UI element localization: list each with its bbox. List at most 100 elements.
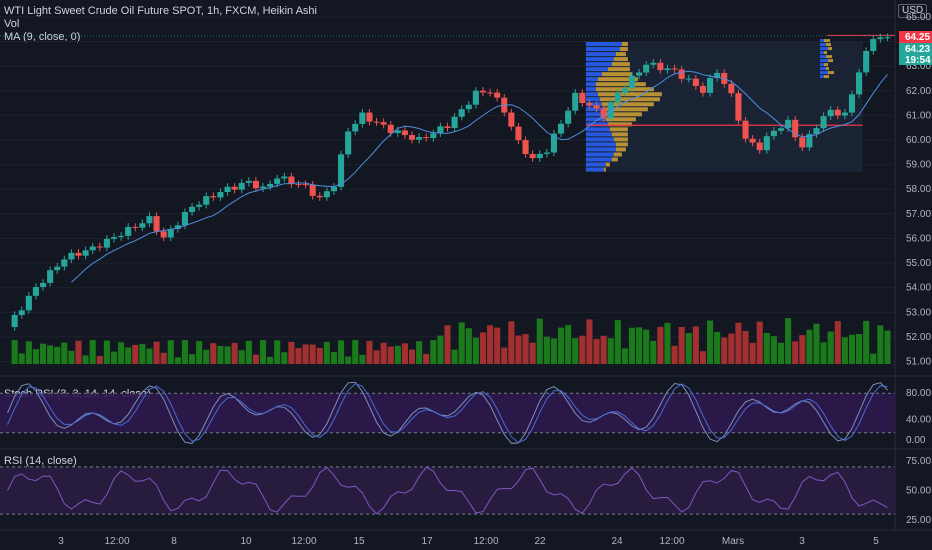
ma-legend[interactable]: MA (9, close, 0) [4, 31, 81, 43]
volume-bar [856, 333, 863, 364]
currency-button[interactable]: USD [898, 4, 928, 18]
volume-bar [515, 335, 522, 364]
volume-bar [877, 325, 884, 364]
volume-legend[interactable]: Vol [4, 18, 20, 30]
candle-body [636, 72, 643, 76]
volume-bar [799, 335, 806, 364]
volume-bar [508, 321, 515, 364]
candle-body [103, 238, 110, 248]
profile-row-up [820, 51, 825, 55]
candle-body [770, 130, 777, 137]
last-price-tag [899, 43, 932, 65]
stoch-tick-label: 40.00 [906, 415, 931, 426]
volume-bar [167, 340, 174, 364]
candle-body [508, 112, 515, 127]
volume-bar [529, 342, 536, 364]
volume-bar [714, 332, 721, 364]
volume-bar [68, 350, 75, 364]
candle-body [18, 310, 25, 316]
profile-row-down [824, 75, 830, 79]
candle-body [54, 266, 61, 271]
profile-row-up [585, 87, 596, 92]
rsi-legend[interactable]: RSI (14, close) [4, 455, 77, 467]
volume-bar [557, 327, 565, 364]
volume-bar [39, 343, 47, 364]
candle-body [252, 180, 259, 189]
volume-bar [352, 340, 359, 364]
candle-body [465, 104, 472, 110]
candle-body [231, 186, 238, 190]
profile-row-up [585, 72, 602, 77]
profile-row-down [611, 157, 618, 162]
volume-bar [416, 341, 423, 364]
candle-body [295, 184, 302, 186]
volume-bar [479, 332, 487, 364]
time-tick-label: 12:00 [473, 536, 498, 547]
profile-row-up [585, 112, 606, 117]
candle-body [125, 226, 132, 236]
price-tick-label: 54.00 [906, 283, 931, 294]
price-tick-label: 51.00 [906, 357, 931, 368]
volume-bar [366, 340, 373, 364]
volume-bar [110, 351, 118, 364]
stoch-band [0, 393, 895, 433]
profile-row-down [826, 43, 832, 47]
candle-body [785, 119, 792, 129]
volume-bar [96, 356, 103, 364]
candle-body [806, 134, 813, 148]
volume-bar [777, 342, 785, 364]
profile-row-down [595, 82, 646, 87]
candle-body [210, 196, 217, 198]
candle-series [11, 33, 891, 331]
volume-bar [181, 340, 188, 364]
volume-bar [664, 322, 671, 364]
profile-row-up [820, 75, 825, 79]
profile-row-up [585, 47, 620, 52]
time-tick-label: 12:00 [104, 536, 129, 547]
candle-body [515, 126, 522, 141]
candle-body [217, 192, 224, 198]
candle-body [153, 216, 160, 232]
volume-bar [387, 346, 394, 364]
candle-body [352, 123, 359, 132]
volume-bar [451, 349, 458, 364]
volume-bar [89, 340, 96, 364]
volume-bar [586, 319, 593, 364]
candle-body [841, 112, 848, 116]
symbol-legend[interactable]: WTI Light Sweet Crude Oil Future SPOT, 1… [4, 5, 317, 17]
time-tick-label: 17 [421, 536, 433, 547]
candle-body [444, 126, 451, 129]
volume-bar [848, 334, 856, 364]
profile-row-down [828, 59, 834, 63]
candle-body [373, 121, 380, 123]
candle-body [281, 176, 288, 179]
candle-body [586, 103, 593, 106]
time-axis[interactable]: 3 12:00 8 10 12:00 15 17 12:00 22 24 12:00 Mars 3 5 [58, 536, 879, 547]
volume-bar [47, 345, 54, 364]
volume-bar [316, 347, 323, 364]
volume-bar [75, 340, 82, 364]
volume-bar [756, 321, 763, 364]
volume-bar [600, 335, 607, 364]
rsi-tick-label: 75.00 [906, 456, 931, 467]
profile-row-down [605, 117, 636, 122]
volume-bar [82, 355, 89, 364]
profile-row-down [826, 67, 830, 71]
profile-row-up [585, 147, 616, 152]
candle-body [671, 68, 678, 70]
candle-body [550, 133, 557, 153]
volume-bar [827, 331, 834, 364]
volume-bar [394, 345, 401, 364]
candle-body [259, 186, 267, 189]
price-tick-label: 52.00 [906, 332, 931, 343]
profile-row-down [611, 62, 630, 67]
time-tick-label: 15 [353, 536, 365, 547]
profile-row-up [820, 59, 829, 63]
volume-bar [820, 342, 827, 364]
volume-bar [614, 320, 621, 364]
candle-body [394, 130, 401, 134]
volume-bar [32, 349, 39, 364]
candle-body [664, 68, 671, 71]
candle-body [89, 246, 96, 251]
